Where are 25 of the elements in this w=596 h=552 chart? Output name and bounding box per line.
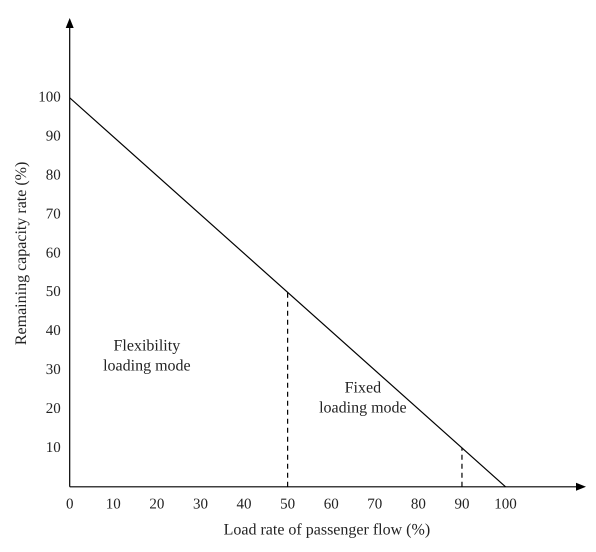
y-tick-label: 40: [46, 323, 61, 340]
x-tick-label: 60: [324, 496, 339, 513]
y-tick-label: 70: [46, 206, 61, 222]
y-tick-label: 50: [46, 284, 61, 300]
y-tick-label: 20: [46, 400, 61, 417]
x-tick-label: 80: [410, 496, 426, 513]
y-axis-title: Remaining capacity rate (%): [12, 162, 30, 346]
x-tick-label: 50: [280, 496, 296, 513]
x-tick-label: 30: [192, 496, 208, 513]
x-tick-label: 40: [236, 496, 252, 513]
y-tick-label: 80: [46, 168, 61, 184]
y-tick-label: 30: [46, 362, 61, 378]
x-tick-label: 20: [149, 496, 164, 513]
x-tick-label: 0: [66, 496, 74, 513]
y-tick-label: 100: [38, 90, 61, 106]
x-tick-label: 90: [454, 496, 470, 513]
x-tick-label: 100: [494, 496, 517, 513]
x-axis-title: Load rate of passenger flow (%): [224, 522, 430, 539]
x-tick-label: 10: [106, 496, 121, 513]
y-tick-label: 10: [46, 440, 61, 456]
y-tick-label: 90: [46, 128, 61, 145]
y-tick-label: 60: [46, 245, 61, 262]
annotation: Flexibility loading mode: [103, 337, 191, 374]
x-tick-label: 70: [367, 496, 382, 513]
annotation: Fixed loading mode: [319, 379, 407, 416]
